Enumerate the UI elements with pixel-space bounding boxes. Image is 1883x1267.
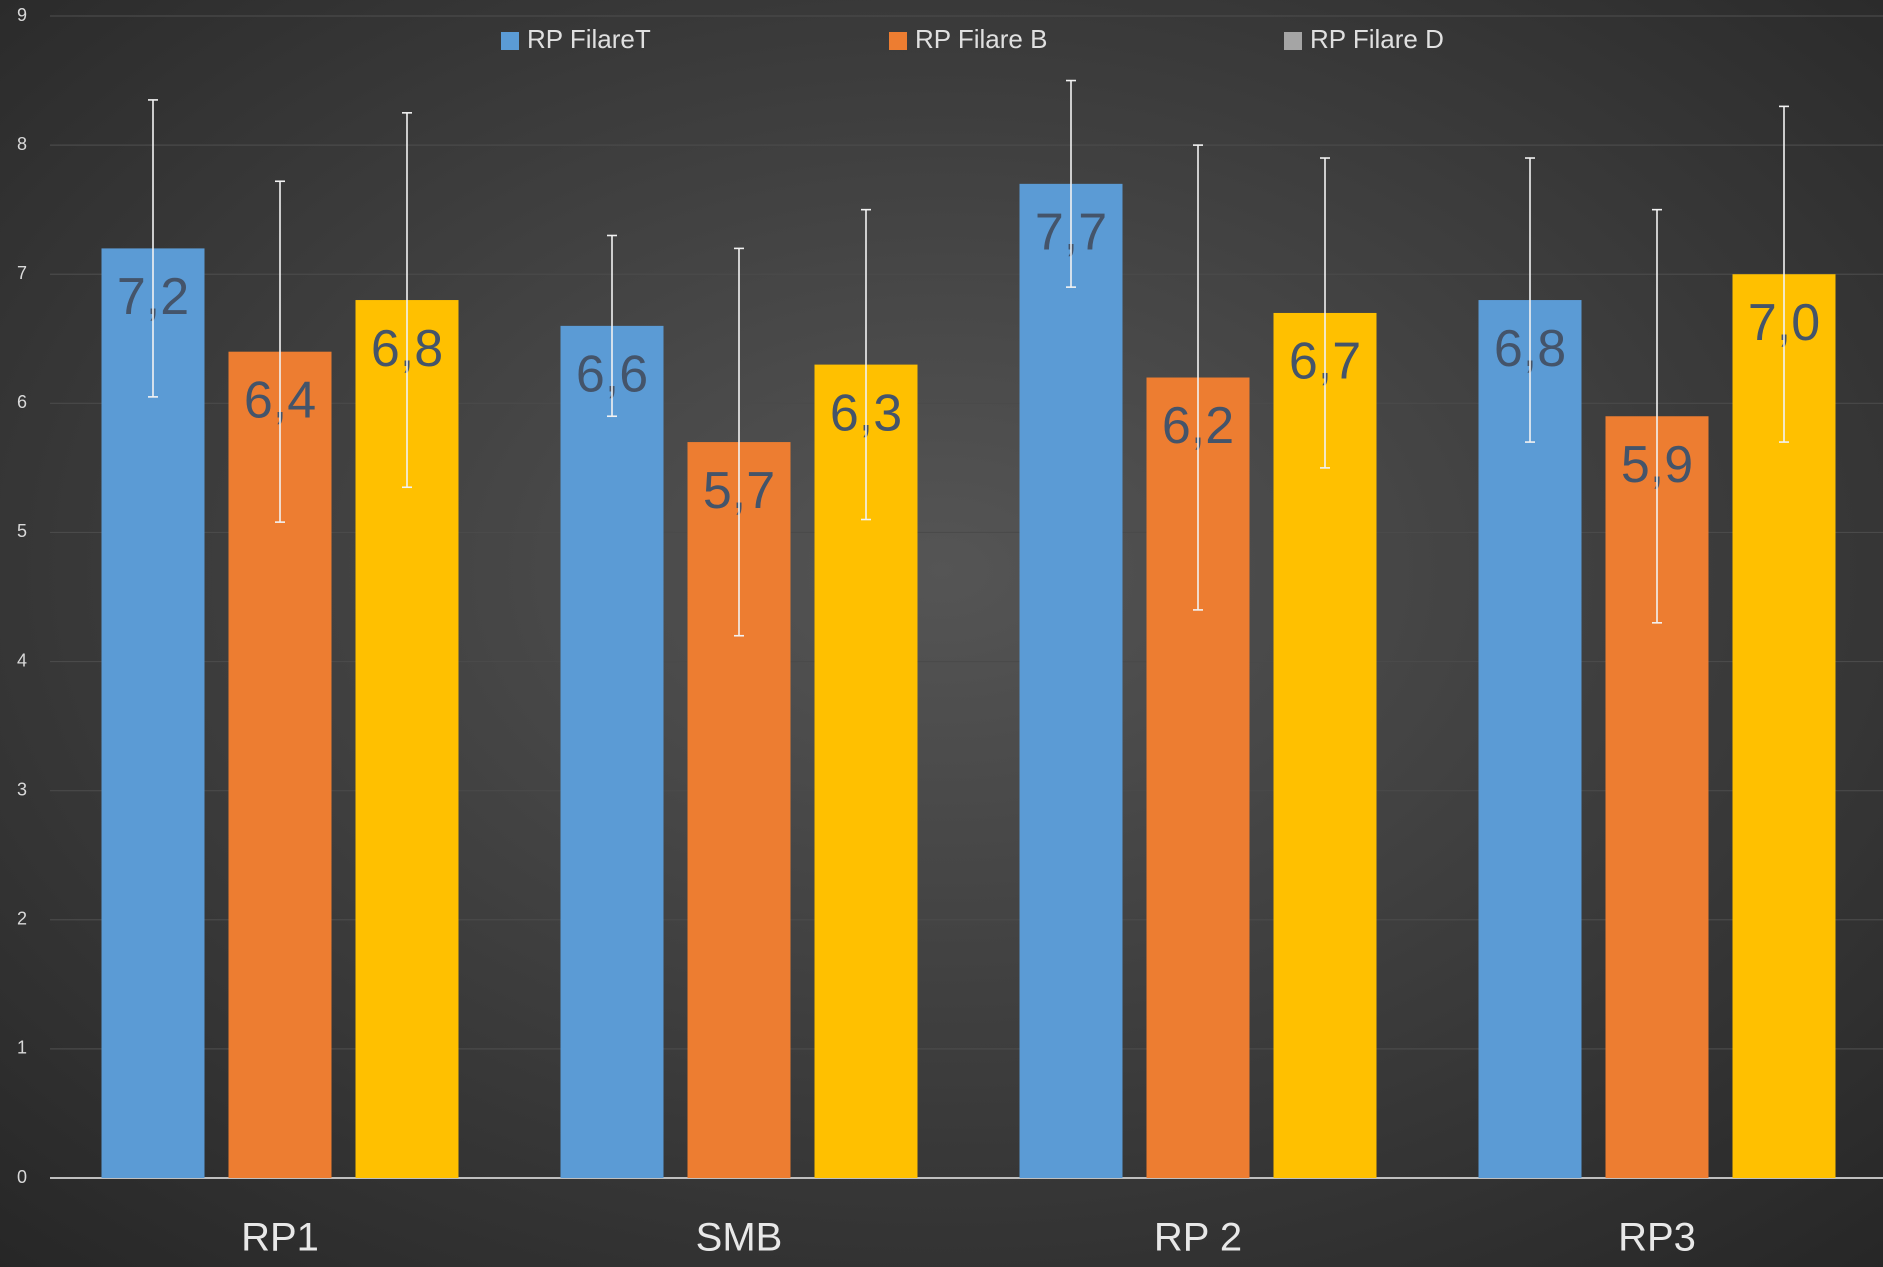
bar [1019,183,1123,1178]
x-tick-label: RP3 [1618,1216,1696,1260]
y-tick-label: 6 [17,392,27,412]
error-bar [1525,157,1535,443]
x-tick-label: SMB [696,1216,783,1260]
bar [560,325,664,1178]
error-bar [275,180,285,523]
bar [101,248,205,1178]
error-bar [1193,144,1203,611]
error-bar [1652,208,1662,624]
legend-label: RP Filare B [915,24,1047,54]
y-tick-label: 3 [17,779,27,799]
error-bar [148,99,158,398]
y-tick-label: 5 [17,521,27,541]
error-bar [861,208,871,521]
x-tick-label: RP1 [241,1216,319,1260]
error-bar [1779,105,1789,443]
error-bar [1320,157,1330,469]
y-tick-label: 8 [17,134,27,154]
error-bar [734,247,744,637]
y-tick-label: 1 [17,1038,27,1058]
y-tick-label: 0 [17,1167,27,1187]
y-tick-label: 9 [17,5,27,25]
y-tick-label: 2 [17,909,27,929]
legend-label: RP Filare D [1310,24,1444,54]
x-tick-label: RP 2 [1154,1216,1242,1260]
bar [1478,300,1582,1178]
y-tick-label: 4 [17,650,27,670]
legend-swatch [501,32,519,50]
error-bar [402,112,412,489]
error-bar [1066,79,1076,288]
legend-swatch [1284,32,1302,50]
y-tick-label: 7 [17,263,27,283]
legend-label: RP FilareT [527,24,651,54]
legend-swatch [889,32,907,50]
error-bar [607,234,617,418]
